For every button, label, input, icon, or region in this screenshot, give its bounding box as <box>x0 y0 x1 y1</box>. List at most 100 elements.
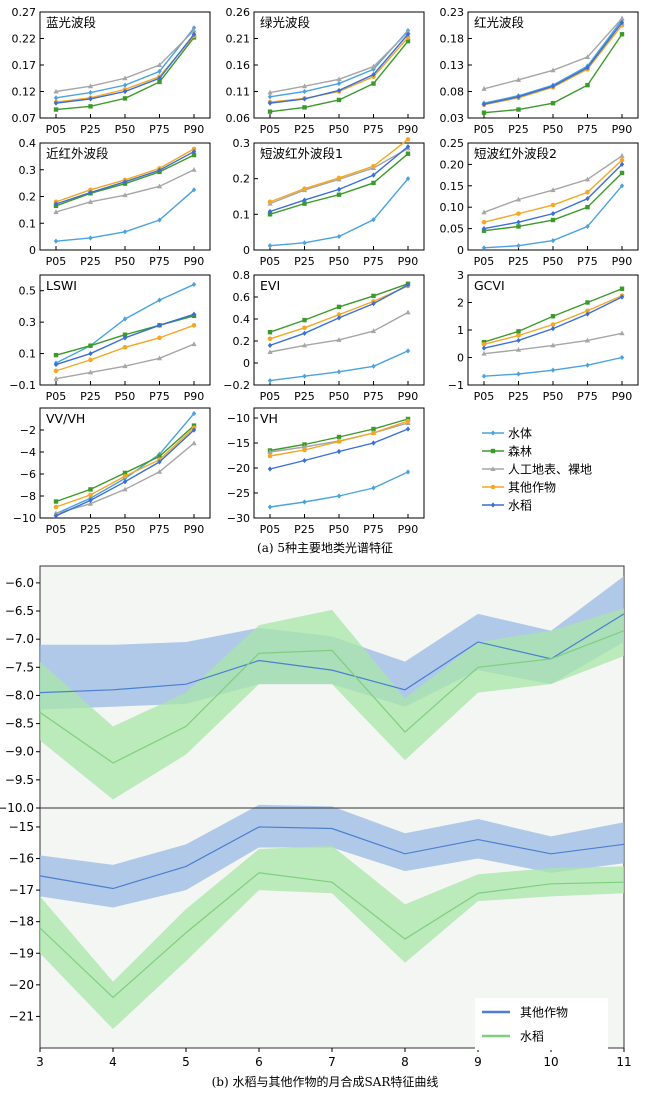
y-tick-label: 0.20 <box>440 158 465 171</box>
data-point <box>619 20 625 26</box>
y-tick-label: −7.0 <box>5 632 34 646</box>
x-tick-label: 7 <box>328 1055 336 1069</box>
y-tick-label: 0 <box>457 352 464 365</box>
y-tick-label: 0.15 <box>440 180 465 193</box>
series-人工地表、裸地 <box>481 15 625 91</box>
data-point <box>191 146 197 152</box>
data-point <box>516 371 521 377</box>
data-point <box>267 378 273 384</box>
data-point <box>302 330 307 336</box>
data-point <box>585 82 590 88</box>
data-point <box>336 304 342 310</box>
data-point <box>481 350 487 356</box>
data-point <box>122 486 128 492</box>
data-point <box>516 107 521 112</box>
data-point <box>336 493 342 499</box>
data-point <box>371 430 376 436</box>
y-tick-label: −25 <box>227 487 250 500</box>
data-point <box>370 328 377 334</box>
y-tick-label: 1 <box>457 324 464 337</box>
data-point <box>267 342 273 348</box>
data-point <box>585 196 590 202</box>
y-tick-label: 0.13 <box>440 59 465 72</box>
series-水体 <box>267 348 411 384</box>
data-point <box>87 500 94 506</box>
data-point <box>267 504 273 510</box>
x-tick-label: 8 <box>401 1055 409 1069</box>
y-tick-label: 0.3 <box>233 137 251 150</box>
data-point <box>122 192 128 198</box>
x-tick-label: P75 <box>363 255 384 268</box>
y-tick-label: 0 <box>243 244 250 257</box>
y-tick-label: 0.12 <box>12 86 37 99</box>
data-point <box>336 337 342 342</box>
data-point <box>302 373 307 379</box>
chart-frame <box>253 274 425 386</box>
legend-marker <box>490 448 496 454</box>
data-point <box>53 238 59 244</box>
chart-title: 短波红外波段2 <box>474 146 557 161</box>
x-tick-label: P50 <box>543 390 564 403</box>
series-森林 <box>267 151 411 217</box>
x-tick-label: P75 <box>149 255 170 268</box>
y-tick-label: −21 <box>9 1009 34 1023</box>
legend-entry-其他作物: 其他作物 <box>482 481 556 495</box>
data-point <box>550 217 556 223</box>
data-point <box>550 187 556 193</box>
legend-label: 水稻 <box>508 499 532 513</box>
data-point <box>516 243 521 249</box>
x-tick-label: P50 <box>115 390 136 403</box>
y-tick-label: 0.2 <box>233 173 251 186</box>
x-tick-label: P25 <box>294 123 315 136</box>
x-tick-label: 4 <box>109 1055 117 1069</box>
data-point <box>157 217 162 223</box>
data-point <box>191 148 197 155</box>
vv-subplot: −10.0 −9.5 −9.0 −8.5 −8.0 −7.5 −7.0 −6.5 −6.0 <box>0 576 625 815</box>
x-tick-label: P75 <box>577 390 598 403</box>
x-tick-label: P90 <box>184 123 205 136</box>
series-其他作物 <box>267 418 411 459</box>
series-人工地表、裸地 <box>53 341 197 381</box>
y-tick-label: 0.1 <box>233 208 251 221</box>
data-point <box>619 183 625 189</box>
data-point <box>371 485 376 491</box>
data-point <box>88 89 93 96</box>
series-水稻 <box>267 143 411 215</box>
y-tick-label: −6.5 <box>5 604 34 618</box>
legend-label: 森林 <box>508 444 532 459</box>
chart-title: 近红外波段 <box>46 146 109 161</box>
data-point <box>550 342 556 348</box>
y-tick-label: 0.17 <box>12 59 37 72</box>
mean-line-其他作物 <box>39 826 625 890</box>
series-水体 <box>267 176 411 249</box>
data-point <box>585 362 590 368</box>
data-point <box>516 211 521 216</box>
data-point <box>157 459 162 465</box>
data-point <box>267 349 273 354</box>
series-水稻 <box>481 161 625 232</box>
legend-label: 水稻 <box>520 1030 544 1044</box>
panel-a-chart-1: 蓝光波段 0.07 0.12 0.17 0.22 0.27 P05 P25 P50 P75 P90 <box>12 6 211 136</box>
data-point <box>550 67 556 73</box>
x-tick-label: P25 <box>80 123 101 136</box>
data-point <box>191 31 197 37</box>
y-tick-label: −17 <box>9 883 34 897</box>
legend-entry-水体: 水体 <box>482 427 532 441</box>
data-point <box>302 499 307 505</box>
x-tick-label: P05 <box>46 255 67 268</box>
x-tick-label: P05 <box>46 390 67 403</box>
x-tick-label: P50 <box>329 123 350 136</box>
data-point <box>267 466 273 472</box>
data-point <box>336 192 342 197</box>
y-tick-label: 0.4 <box>233 313 251 326</box>
x-tick-label: P75 <box>149 390 170 403</box>
mean-line-其他作物 <box>39 613 625 694</box>
data-point <box>122 82 128 88</box>
legend-label: 其他作物 <box>520 1006 568 1020</box>
chart-title: LSWI <box>46 278 77 293</box>
y-tick-label: 0.4 <box>19 137 37 150</box>
data-point <box>515 196 522 202</box>
data-point <box>405 137 411 142</box>
y-tick-label: 0.10 <box>440 201 465 214</box>
